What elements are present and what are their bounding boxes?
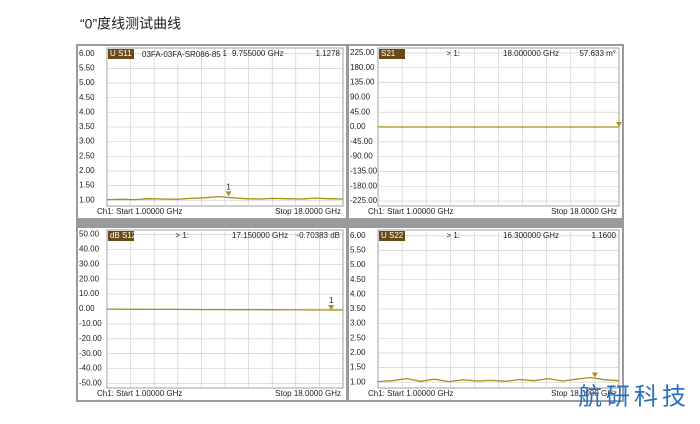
y-tick-label: -90.00 [350,152,373,161]
page-title: “0”度线测试曲线 [80,16,181,32]
marker-frequency: 17.150000 GHz [232,231,288,240]
marker-frequency: 9.755000 GHz [232,49,284,58]
y-tick-label: 1.50 [350,363,366,372]
stop-label: Stop 18.0000 GHz [275,389,341,398]
y-tick-label: 2.50 [350,333,366,342]
marker-tag: 1 [226,183,231,192]
marker-frequency: 18.000000 GHz [503,49,559,58]
marker-ref: > 1: [446,49,460,58]
y-tick-label: 3.00 [350,319,366,328]
marker-ref: > 1: [175,231,189,240]
start-label: Ch1: Start 1.00000 GHz [368,207,453,216]
start-label: Ch1: Start 1.00000 GHz [368,389,453,398]
trace-label: U S22 [381,231,404,240]
y-tick-label: -50.00 [79,379,102,388]
y-tick-label: 6.00 [350,231,366,240]
start-label: Ch1: Start 1.00000 GHz [97,389,182,398]
y-tick-label: -180.00 [350,181,378,190]
y-tick-label: 5.00 [350,260,366,269]
marker-tag: 1 [329,296,334,305]
trace-name: 03FA-03FA-SR086-85 [142,50,221,59]
marker-ref: > 1: [446,231,460,240]
y-tick-label: 4.50 [350,275,366,284]
y-tick-label: 40.00 [79,244,100,253]
y-tick-label: -225.00 [350,196,378,205]
y-tick-label: 30.00 [79,259,100,268]
y-tick-label: 0.00 [350,122,366,131]
trace-label: S21 [381,49,396,58]
y-tick-label: 180.00 [350,63,375,72]
watermark: 航研科技 [578,383,690,410]
y-tick-label: 4.00 [79,107,95,116]
y-tick-label: -10.00 [79,319,102,328]
y-tick-label: 2.50 [79,151,95,160]
y-tick-label: 4.50 [79,93,95,102]
y-tick-label: 2.00 [79,166,95,175]
y-tick-label: 10.00 [79,289,100,298]
y-tick-label: 5.50 [350,246,366,255]
y-tick-label: 225.00 [350,48,375,57]
y-tick-label: -40.00 [79,364,102,373]
marker-frequency: 16.300000 GHz [503,231,559,240]
y-tick-label: 20.00 [79,274,100,283]
marker-value: 57.633 m° [579,49,616,58]
y-tick-label: 1.00 [350,377,366,386]
stop-label: Stop 18.0000 GHz [275,207,341,216]
stop-label: Stop 18.0000 GHz [551,207,617,216]
y-tick-label: -30.00 [79,349,102,358]
y-tick-label: 3.50 [79,122,95,131]
y-tick-label: -135.00 [350,167,378,176]
y-tick-label: -20.00 [79,334,102,343]
trace-label: U S11 [110,49,132,58]
y-tick-label: 1.00 [79,195,95,204]
y-tick-label: 5.00 [79,78,95,87]
marker-value: -0.70383 dB [296,231,340,240]
y-tick-label: 135.00 [350,78,375,87]
start-label: Ch1: Start 1.00000 GHz [97,207,182,216]
y-tick-label: -45.00 [350,137,373,146]
marker-value: 1.1278 [316,49,341,58]
y-tick-label: 1.50 [79,181,95,190]
marker-ref: 1 [223,49,228,58]
y-tick-label: 5.50 [79,64,95,73]
y-tick-label: 45.00 [350,107,371,116]
trace-label: dB S12 [110,231,137,240]
y-tick-label: 3.00 [79,137,95,146]
y-tick-label: 4.00 [350,289,366,298]
y-tick-label: 6.00 [79,49,95,58]
y-tick-label: 90.00 [350,92,371,101]
y-tick-label: 3.50 [350,304,366,313]
y-tick-label: 50.00 [79,230,100,239]
marker-value: 1.1600 [592,231,617,240]
y-tick-label: 2.00 [350,348,366,357]
y-tick-label: 0.00 [79,304,95,313]
